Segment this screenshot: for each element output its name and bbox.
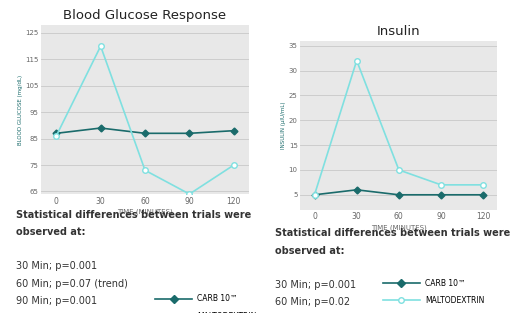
Text: MALTODEXTRIN: MALTODEXTRIN <box>425 296 484 305</box>
Text: observed at:: observed at: <box>275 246 344 256</box>
X-axis label: TIME (MINUTES): TIME (MINUTES) <box>371 224 427 231</box>
Text: 60 Min; p=0.02: 60 Min; p=0.02 <box>275 297 350 307</box>
Text: Statistical differences between trials were: Statistical differences between trials w… <box>16 210 251 220</box>
Text: Statistical differences between trials were: Statistical differences between trials w… <box>275 228 510 239</box>
Text: CARB 10™: CARB 10™ <box>425 279 465 288</box>
Text: 60 Min; p=0.07 (trend): 60 Min; p=0.07 (trend) <box>16 279 127 289</box>
Text: CARB 10™: CARB 10™ <box>197 295 237 303</box>
X-axis label: TIME (MINUTES): TIME (MINUTES) <box>117 209 173 215</box>
Y-axis label: BLOOD GLUCOSE (mg/dL): BLOOD GLUCOSE (mg/dL) <box>18 74 22 145</box>
Text: 30 Min; p=0.001: 30 Min; p=0.001 <box>16 261 97 271</box>
Text: MALTODEXTRIN: MALTODEXTRIN <box>197 312 256 313</box>
Text: 30 Min; p=0.001: 30 Min; p=0.001 <box>275 280 356 290</box>
Text: 90 Min; p=0.001: 90 Min; p=0.001 <box>16 296 97 306</box>
Title: Blood Glucose Response: Blood Glucose Response <box>64 9 226 23</box>
Title: Insulin: Insulin <box>377 25 421 38</box>
Y-axis label: INSULIN (μIU/mL): INSULIN (μIU/mL) <box>281 101 286 149</box>
Text: observed at:: observed at: <box>16 227 85 237</box>
